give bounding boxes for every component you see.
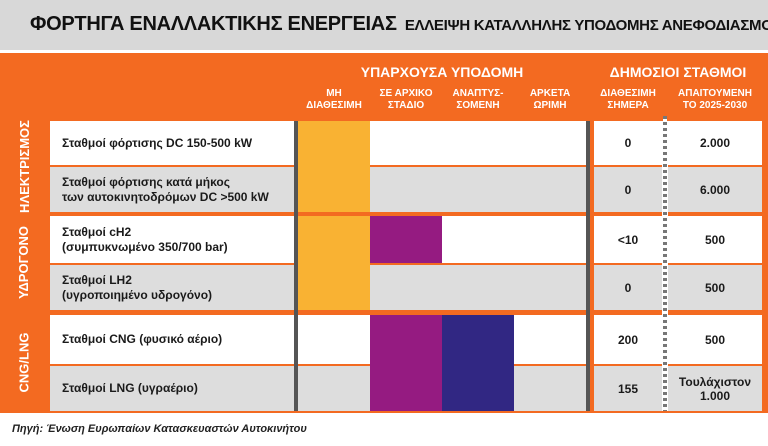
available-cell bbox=[594, 315, 662, 364]
available-value: 200 bbox=[617, 332, 639, 347]
row-label: Σταθμοί φόρτισης DC 150-500 kW bbox=[62, 135, 253, 150]
available-cell bbox=[594, 366, 662, 411]
header-col-early: ΣΕ ΑΡΧΙΚΟ ΣΤΑΔΙΟ bbox=[379, 88, 433, 111]
available-value: 155 bbox=[617, 381, 639, 396]
stage-bar-unavailable bbox=[298, 121, 370, 212]
available-cell bbox=[594, 265, 662, 310]
column-divider bbox=[586, 121, 590, 411]
section-label-hydrogen: ΥΔΡΟΓΟΝΟ bbox=[16, 225, 32, 299]
table-row bbox=[50, 315, 296, 364]
header-col-unavailable: ΜΗ ΔΙΑΘΕΣΙΜΗ bbox=[306, 88, 362, 111]
available-value: 0 bbox=[624, 280, 632, 295]
required-value: 6.000 bbox=[699, 182, 731, 197]
required-cell bbox=[668, 315, 762, 364]
required-cell bbox=[668, 121, 762, 165]
required-value: Τουλάχιστον 1.000 bbox=[678, 374, 752, 403]
required-cell bbox=[668, 216, 762, 263]
available-cell bbox=[594, 216, 662, 263]
header-existing-infrastructure: ΥΠΑΡΧΟΥΣΑ ΥΠΟΔΟΜΗ bbox=[360, 64, 524, 80]
available-value: <10 bbox=[617, 232, 639, 247]
required-value: 500 bbox=[704, 280, 726, 295]
row-label: Σταθμοί LH2 (υγροποιημένο υδρογόνο) bbox=[62, 272, 213, 302]
stage-bar-unavailable bbox=[298, 216, 370, 310]
stage-bar-early bbox=[370, 315, 442, 411]
header-public-stations: ΔΗΜΟΣΙΟΙ ΣΤΑΘΜΟΙ bbox=[609, 64, 747, 80]
row-label: Σταθμοί LNG (υγραέριο) bbox=[62, 381, 198, 395]
header-col-mature: ΑΡΚΕΤΑ ΩΡΙΜΗ bbox=[529, 88, 571, 111]
title-subtitle: ΕΛΛΕΙΨΗ ΚΑΤΑΛΛΗΛΗΣ ΥΠΟΔΟΜΗΣ ΑΝΕΦΟΔΙΑΣΜΟΥ bbox=[404, 17, 768, 34]
stage-bar-developing bbox=[442, 315, 514, 411]
available-value: 0 bbox=[624, 182, 632, 197]
required-value: 500 bbox=[704, 332, 726, 347]
page-title: ΦΟΡΤΗΓΑ ΕΝΑΛΛΑΚΤΙΚΗΣ ΕΝΕΡΓΕΙΑΣ ΕΛΛΕΙΨΗ Κ… bbox=[30, 13, 768, 36]
table-row bbox=[50, 121, 296, 165]
row-label: Σταθμοί cH2 (συμπυκνωμένο 350/700 bar) bbox=[62, 224, 228, 254]
title-main: ΦΟΡΤΗΓΑ ΕΝΑΛΛΑΚΤΙΚΗΣ ΕΝΕΡΓΕΙΑΣ bbox=[30, 13, 397, 35]
column-divider bbox=[663, 116, 667, 411]
table-row bbox=[50, 167, 296, 212]
table-row bbox=[50, 366, 296, 411]
row-label: Σταθμοί CNG (φυσικό αέριο) bbox=[62, 332, 223, 346]
required-value: 2.000 bbox=[699, 136, 731, 150]
table-row bbox=[50, 265, 296, 310]
header-col-available-today: ΔΙΑΘΕΣΙΜΗ ΣΗΜΕΡΑ bbox=[600, 88, 656, 111]
available-cell bbox=[594, 121, 662, 165]
required-cell bbox=[668, 366, 762, 411]
required-cell bbox=[668, 265, 762, 310]
section-label-electricity: ΗΛΕΚΤΡΙΣΜΟΣ bbox=[16, 119, 32, 213]
source-note: Πηγή: Ένωση Ευρωπαίων Κατασκευαστών Αυτο… bbox=[12, 423, 307, 435]
available-value: 0 bbox=[624, 136, 632, 150]
section-label-cng-lng: CNG/LNG bbox=[16, 332, 32, 393]
stage-track bbox=[370, 265, 586, 310]
stage-track bbox=[514, 366, 586, 411]
stage-bar-early bbox=[370, 216, 442, 263]
stage-track bbox=[370, 167, 586, 212]
row-label: Σταθμοί φόρτισης κατά μήκος των αυτοκινητ… bbox=[62, 174, 269, 204]
column-divider bbox=[294, 121, 298, 411]
required-cell bbox=[668, 167, 762, 212]
required-value: 500 bbox=[704, 232, 726, 247]
header-col-required: ΑΠΑΙΤΟΥΜΕΝΗ ΤΟ 2025-2030 bbox=[678, 88, 752, 111]
table-row bbox=[50, 216, 296, 263]
stage-track bbox=[298, 366, 370, 411]
available-cell bbox=[594, 167, 662, 212]
title-bar: ΦΟΡΤΗΓΑ ΕΝΑΛΛΑΚΤΙΚΗΣ ΕΝΕΡΓΕΙΑΣ ΕΛΛΕΙΨΗ Κ… bbox=[0, 0, 768, 50]
header-col-developing: ΑΝΑΠΤΥΣ- ΣΟΜΕΝΗ bbox=[452, 88, 504, 111]
